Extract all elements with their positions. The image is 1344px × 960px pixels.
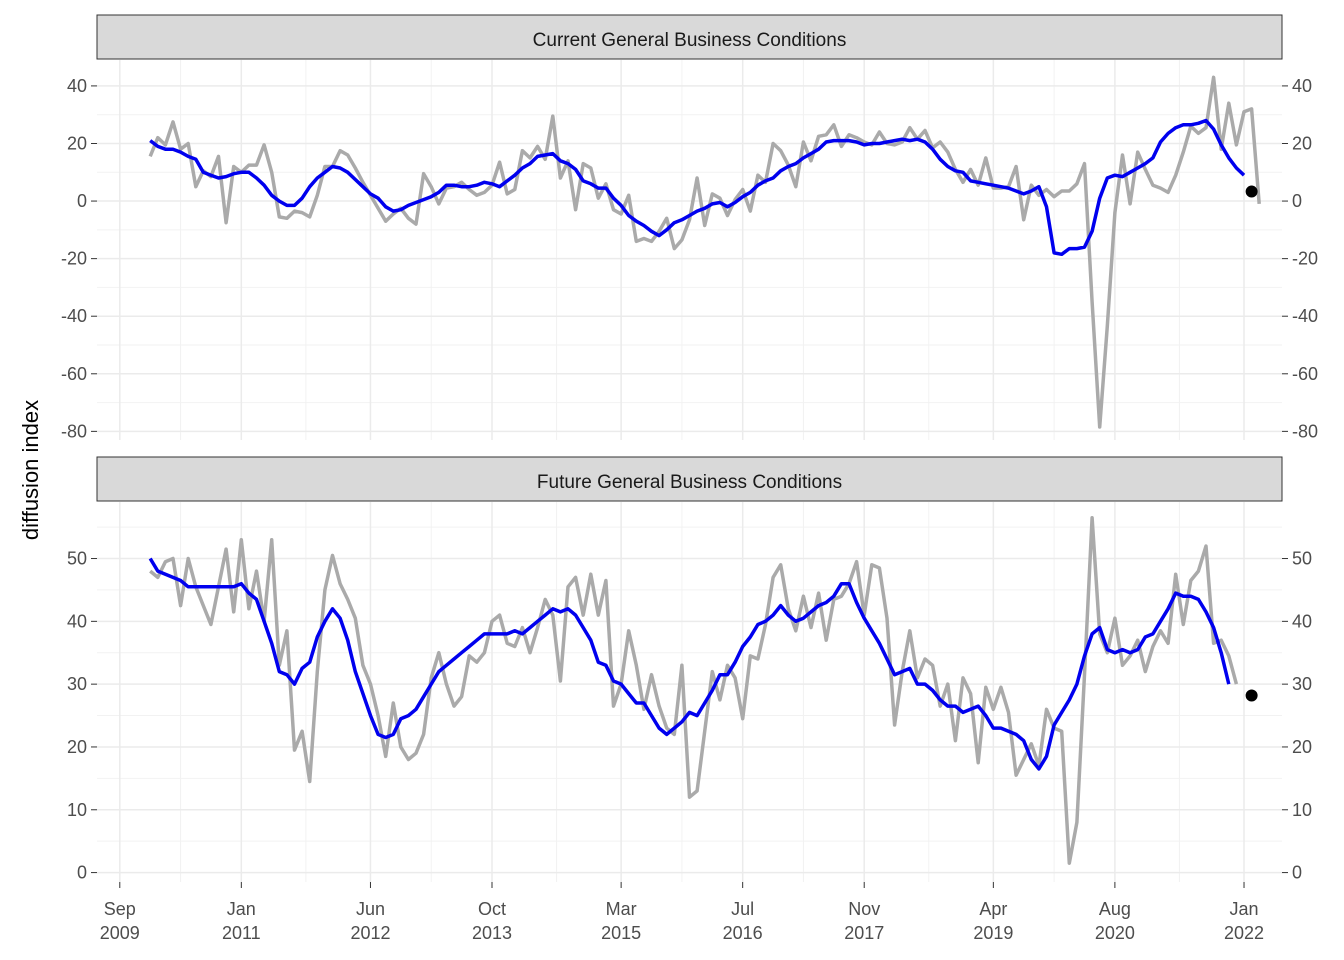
y-tick-label-left: 40 [67, 76, 87, 96]
panel-future: Future General Business Conditions 50 50 4… [67, 456, 1312, 883]
x-tick-label-month: Jun [356, 899, 385, 919]
smooth-line-current [149, 118, 1246, 257]
x-tick-label-year: 2016 [723, 923, 763, 943]
y-tick-label-right: 10 [1292, 800, 1312, 820]
latest-point-future [1245, 689, 1258, 702]
strip-label-current: Current General Business Conditions [533, 30, 847, 51]
y-tick-label-left: 50 [67, 549, 87, 569]
panel-current: Current General Business Conditions 40 40… [61, 14, 1318, 441]
x-tick-label-month: Aug [1099, 899, 1131, 919]
strip-current [96, 14, 1283, 60]
y-tick-label-right: 0 [1292, 863, 1302, 883]
x-tick-label-year: 2020 [1095, 923, 1135, 943]
y-tick-label-right: 30 [1292, 674, 1312, 694]
x-tick-label-year: 2013 [472, 923, 512, 943]
y-tick-label-left: -60 [61, 364, 87, 384]
x-tick-label-month: Sep [104, 899, 136, 919]
latest-point-current [1245, 185, 1258, 198]
smooth-line-future [148, 557, 1231, 771]
y-tick-label-right: 40 [1292, 611, 1312, 631]
y-tick-label-right: 0 [1292, 191, 1302, 211]
y-tick-label-right: 40 [1292, 76, 1312, 96]
y-tick-label-left: 0 [77, 191, 87, 211]
strip-future [96, 456, 1283, 502]
raw-line-future [149, 515, 1239, 865]
y-tick-label-right: -60 [1292, 364, 1318, 384]
y-tick-label-left: -40 [61, 306, 87, 326]
y-axis-title: diffusion index [18, 400, 43, 540]
x-tick-label-month: Mar [606, 899, 637, 919]
x-tick-label-month: Jan [1230, 899, 1259, 919]
y-tick-label-right: 20 [1292, 737, 1312, 757]
strip-label-future: Future General Business Conditions [537, 472, 842, 493]
y-ticks-current: 40 40 20 20 0 0 -20 -20 -40 -40 -60 -60 -80 -80 [61, 76, 1318, 441]
y-tick-label-left: -80 [61, 421, 87, 441]
y-tick-label-right: 20 [1292, 133, 1312, 153]
x-tick-label-month: Jan [227, 899, 256, 919]
x-tick-label-month: Nov [848, 899, 880, 919]
x-tick-label-year: 2009 [100, 923, 140, 943]
x-tick-label-month: Apr [979, 899, 1007, 919]
raw-line-current [148, 75, 1261, 429]
x-tick-label-year: 2015 [601, 923, 641, 943]
x-tick-label-year: 2019 [973, 923, 1013, 943]
y-ticks-future: 50 50 40 40 30 30 20 20 10 10 0 0 [67, 549, 1312, 883]
x-tick-label-year: 2012 [350, 923, 390, 943]
x-tick-label-year: 2017 [844, 923, 884, 943]
y-tick-label-right: 50 [1292, 549, 1312, 569]
x-tick-label-year: 2011 [222, 923, 261, 943]
x-tick-label-year: 2022 [1224, 923, 1264, 943]
y-tick-label-left: 10 [67, 800, 87, 820]
x-tick-label-month: Oct [478, 899, 506, 919]
y-tick-label-left: 20 [67, 737, 87, 757]
y-tick-label-left: 30 [67, 674, 87, 694]
y-tick-label-left: 0 [77, 863, 87, 883]
y-tick-label-right: -40 [1292, 306, 1318, 326]
x-tick-label-month: Jul [731, 899, 754, 919]
y-tick-label-right: -80 [1292, 421, 1318, 441]
y-tick-label-left: 40 [67, 611, 87, 631]
x-axis: Sep 2009 Jan 2011 Jun 2012 Oct 2013 Mar 2015 Jul 20… [100, 882, 1264, 943]
y-tick-label-left: 20 [67, 133, 87, 153]
y-tick-label-right: -20 [1292, 249, 1318, 269]
y-tick-label-left: -20 [61, 249, 87, 269]
